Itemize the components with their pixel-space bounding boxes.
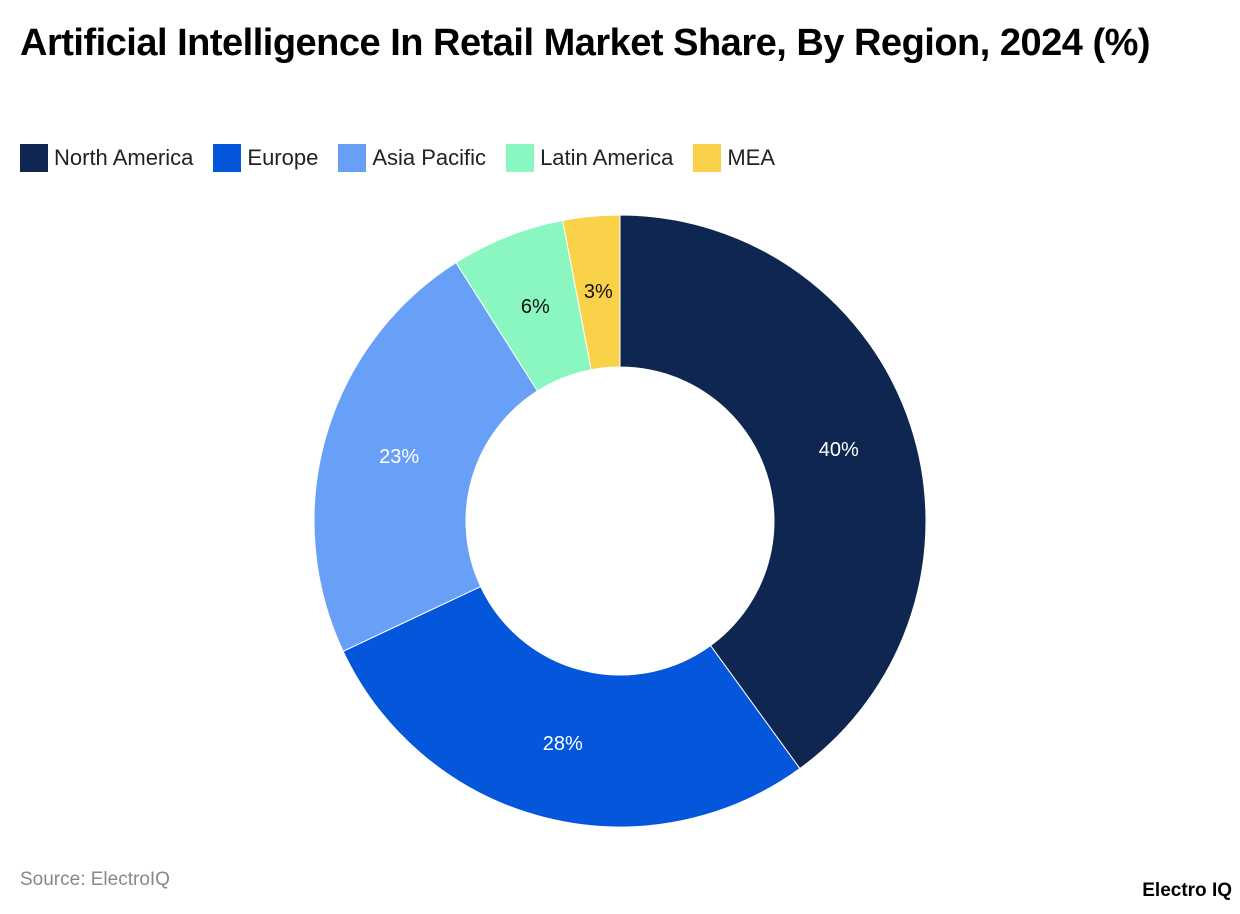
legend-swatch xyxy=(338,144,367,172)
legend-label: Europe xyxy=(247,145,319,170)
legend-swatch xyxy=(20,144,48,172)
slice-mea xyxy=(562,214,621,371)
legend-label: Latin America xyxy=(540,145,674,170)
slice-north-america xyxy=(619,214,927,770)
source-note: Source: ElectroIQ xyxy=(20,869,170,890)
slice-label: 23% xyxy=(379,446,419,468)
legend-label: Asia Pacific xyxy=(372,145,487,170)
legend-label: MEA xyxy=(727,145,776,170)
slice-europe xyxy=(342,585,801,828)
slice-label: 3% xyxy=(584,281,613,303)
legend-swatch xyxy=(693,144,722,172)
legend-item: Latin America xyxy=(506,144,673,172)
chart-title: Artificial Intelligence In Retail Market… xyxy=(20,22,1151,64)
legend-item: North America xyxy=(20,144,193,172)
slice-label: 28% xyxy=(543,733,583,755)
slice-asia-pacific xyxy=(313,261,539,652)
legend-item: Asia Pacific xyxy=(338,144,486,172)
slice-label: 40% xyxy=(819,439,859,461)
legend-item: MEA xyxy=(693,144,775,172)
legend: North America Europe Asia Pacific Latin Ame… xyxy=(20,144,795,172)
legend-swatch xyxy=(506,144,535,172)
legend-label: North America xyxy=(54,145,194,170)
legend-swatch xyxy=(213,144,242,172)
brand-logo: Electro IQ xyxy=(1142,880,1232,901)
legend-item: Europe xyxy=(213,144,318,172)
slice-label: 6% xyxy=(521,296,550,318)
